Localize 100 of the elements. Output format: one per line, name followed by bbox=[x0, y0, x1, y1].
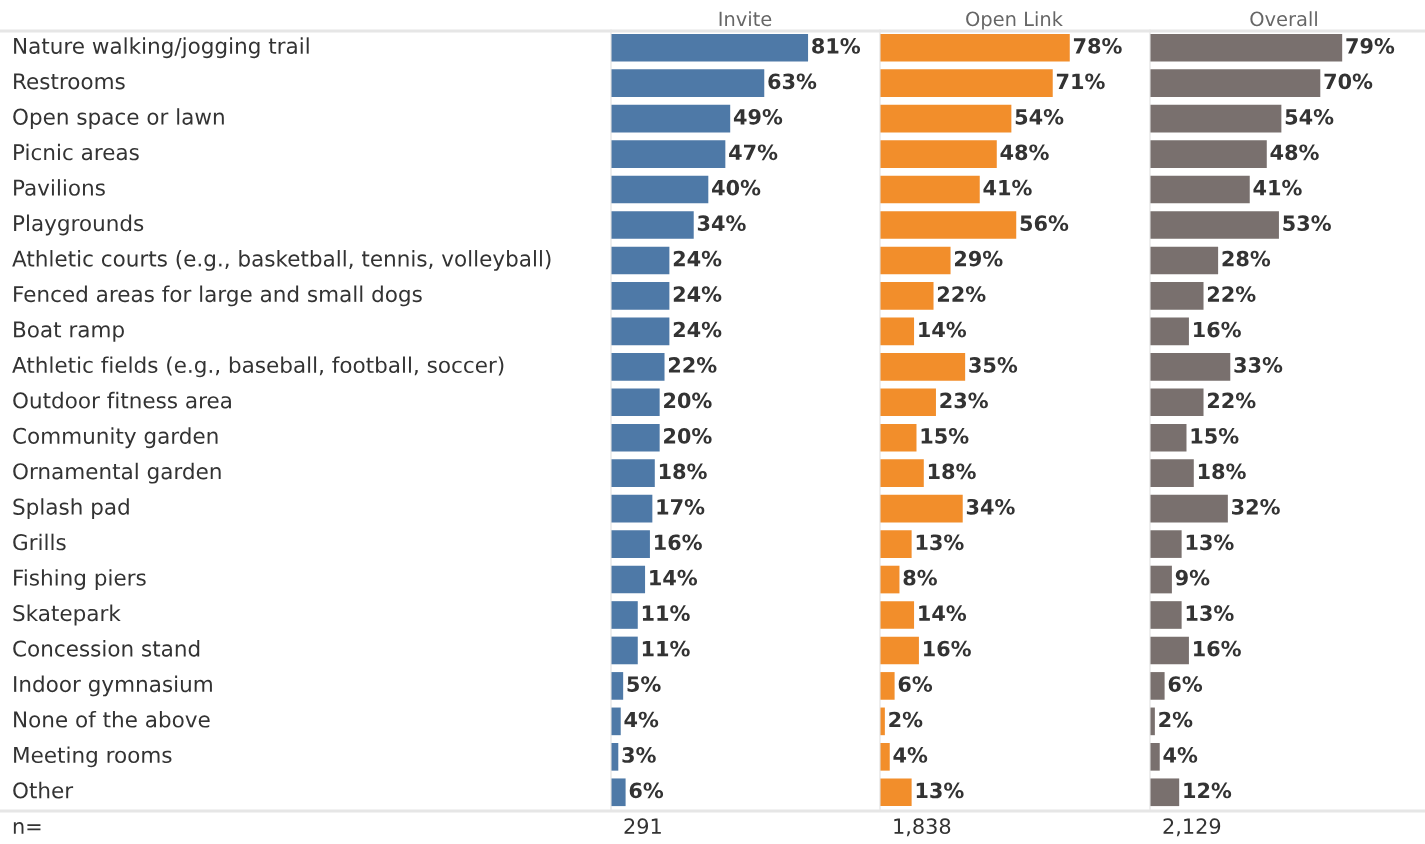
text: n= bbox=[13, 822, 41, 834]
y-tick-label: Open space or lawn bbox=[13, 108, 224, 130]
data-label: 24% bbox=[673, 286, 722, 302]
data-label: 6% bbox=[898, 676, 933, 692]
data-label: 53% bbox=[1283, 215, 1331, 232]
y-tick-label: Nature walking/jogging trail bbox=[14, 37, 309, 59]
bar bbox=[1150, 211, 1279, 239]
data-label: 63% bbox=[768, 73, 817, 90]
bar bbox=[880, 494, 963, 523]
y-tick-label: Picnic areas bbox=[14, 143, 139, 161]
bar bbox=[611, 282, 670, 310]
bar bbox=[611, 565, 646, 594]
data-label: 4% bbox=[893, 747, 928, 763]
data-label: 6% bbox=[629, 782, 664, 799]
y-tick-label: Boat ramp bbox=[14, 321, 124, 342]
data-label: 41% bbox=[1253, 179, 1302, 196]
bar bbox=[1150, 317, 1189, 346]
data-label: 13% bbox=[916, 534, 964, 551]
bar bbox=[880, 33, 1070, 62]
chart-title: Open Link bbox=[966, 11, 1063, 30]
bar bbox=[1150, 601, 1182, 629]
data-label: 14% bbox=[919, 321, 967, 338]
data-label: 15% bbox=[1191, 428, 1239, 444]
data-label: 16% bbox=[1194, 640, 1241, 657]
data-label: 9% bbox=[1175, 569, 1210, 586]
data-label: 28% bbox=[1222, 250, 1271, 267]
bar bbox=[880, 636, 919, 665]
data-label: 5% bbox=[627, 676, 661, 692]
data-label: 48% bbox=[1270, 144, 1319, 161]
data-label: 14% bbox=[919, 605, 967, 622]
data-label: 3% bbox=[622, 747, 656, 763]
data-label: 16% bbox=[924, 640, 971, 657]
y-tick-label: Skatepark bbox=[13, 604, 121, 626]
bar bbox=[611, 175, 709, 204]
data-label: 22% bbox=[668, 357, 717, 373]
bar bbox=[1150, 530, 1182, 558]
y-tick-label: Playgrounds bbox=[14, 214, 144, 236]
bar bbox=[611, 601, 638, 629]
data-label: 6% bbox=[1168, 676, 1203, 692]
data-label: 2% bbox=[1159, 711, 1193, 728]
bar bbox=[1150, 778, 1180, 807]
bar bbox=[611, 778, 626, 807]
data-label: 4% bbox=[1163, 747, 1198, 763]
y-tick-label: Indoor gymnasium bbox=[14, 675, 212, 697]
data-label: 29% bbox=[954, 250, 1003, 267]
data-label: 54% bbox=[1015, 108, 1064, 125]
data-label: 13% bbox=[1186, 605, 1234, 622]
data-label: 24% bbox=[673, 250, 722, 267]
y-tick-label: Outdoor fitness area bbox=[13, 391, 231, 409]
bar bbox=[880, 175, 980, 204]
data-label: 23% bbox=[940, 392, 988, 409]
y-tick-label: Fenced areas for large and small dogs bbox=[14, 285, 422, 307]
data-label: 20% bbox=[664, 392, 712, 409]
bar bbox=[1150, 104, 1282, 133]
data-label: 22% bbox=[937, 286, 986, 302]
bar bbox=[880, 565, 900, 594]
bar bbox=[880, 601, 915, 629]
data-label: 15% bbox=[921, 428, 969, 444]
data-label: 54% bbox=[1285, 108, 1334, 125]
chart-title: Invite bbox=[719, 11, 772, 27]
data-label: 4% bbox=[624, 711, 659, 728]
data-label: 16% bbox=[1194, 321, 1241, 338]
chart-title: Overall bbox=[1250, 11, 1317, 27]
data-label: 78% bbox=[1073, 38, 1122, 54]
data-label: 32% bbox=[1232, 498, 1280, 515]
text: 2,129 bbox=[1163, 818, 1221, 837]
bar bbox=[880, 423, 917, 452]
data-label: 14% bbox=[650, 569, 698, 586]
data-label: 35% bbox=[969, 357, 1018, 373]
data-label: 24% bbox=[673, 321, 722, 338]
bar bbox=[611, 140, 726, 168]
bar bbox=[611, 707, 621, 736]
bar bbox=[1150, 742, 1160, 771]
bar bbox=[880, 778, 912, 807]
bar bbox=[611, 104, 731, 133]
bar bbox=[880, 69, 1053, 98]
data-label: 17% bbox=[657, 498, 705, 515]
data-label: 71% bbox=[1056, 73, 1105, 90]
data-label: 22% bbox=[1207, 286, 1256, 302]
bar bbox=[880, 104, 1012, 133]
data-label: 8% bbox=[903, 569, 937, 586]
y-tick-label: Athletic fields (e.g., baseball, football, soccer) bbox=[12, 356, 504, 378]
data-label: 34% bbox=[966, 498, 1015, 515]
bar bbox=[1150, 636, 1189, 665]
y-tick-label: Ornamental garden bbox=[13, 462, 221, 484]
data-label: 16% bbox=[655, 534, 702, 551]
y-tick-label: Concession stand bbox=[13, 640, 200, 657]
bar bbox=[1150, 69, 1321, 98]
bar bbox=[1150, 175, 1250, 204]
bar bbox=[1150, 672, 1165, 700]
data-label: 33% bbox=[1234, 357, 1283, 373]
bar bbox=[611, 423, 660, 452]
bar bbox=[1150, 423, 1187, 452]
bar bbox=[880, 211, 1017, 239]
bar bbox=[880, 672, 895, 700]
bar bbox=[880, 530, 912, 558]
y-tick-label: Community garden bbox=[13, 427, 218, 449]
bar bbox=[611, 672, 624, 700]
bar bbox=[880, 459, 924, 488]
data-label: 79% bbox=[1346, 38, 1395, 54]
